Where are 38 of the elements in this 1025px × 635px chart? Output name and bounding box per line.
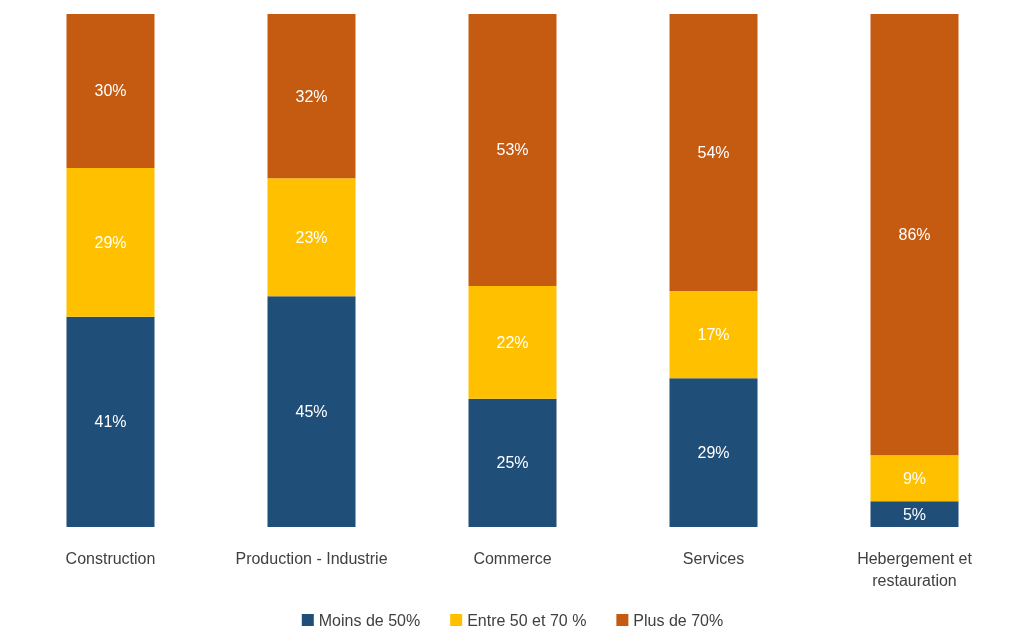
bar bbox=[669, 14, 758, 292]
x-tick-label: Construction bbox=[65, 549, 156, 567]
data-label: 25% bbox=[496, 454, 529, 472]
data-label: 53% bbox=[496, 141, 529, 159]
data-label: 32% bbox=[295, 87, 328, 105]
x-tick-label: Commerce bbox=[473, 549, 552, 567]
bar bbox=[66, 316, 155, 527]
bar bbox=[669, 378, 758, 527]
bar bbox=[870, 455, 959, 502]
data-label: 54% bbox=[697, 144, 730, 162]
data-label: 29% bbox=[94, 233, 127, 251]
data-label: 23% bbox=[295, 228, 328, 246]
bar bbox=[468, 14, 557, 286]
legend-label: Entre 50 et 70 % bbox=[467, 611, 587, 629]
bar bbox=[267, 14, 356, 179]
legend-label: Plus de 70% bbox=[633, 611, 724, 629]
legend-label: Moins de 50% bbox=[318, 611, 421, 629]
data-label: 45% bbox=[295, 403, 328, 421]
data-label: 22% bbox=[496, 333, 529, 351]
bar bbox=[669, 291, 758, 379]
x-tick-label: Hebergement et restauration bbox=[857, 549, 973, 589]
bar bbox=[66, 167, 155, 317]
bar bbox=[66, 14, 155, 168]
data-label: 9% bbox=[902, 469, 927, 487]
data-label: 17% bbox=[697, 326, 730, 344]
bar bbox=[267, 178, 356, 297]
bar bbox=[468, 285, 557, 399]
data-label: 5% bbox=[902, 505, 927, 523]
bar bbox=[267, 296, 356, 527]
bar bbox=[870, 14, 959, 456]
bar bbox=[468, 398, 557, 527]
data-label: 30% bbox=[94, 82, 127, 100]
data-label: 86% bbox=[898, 226, 931, 244]
data-label: 29% bbox=[697, 444, 730, 462]
x-tick-label: Services bbox=[682, 549, 745, 567]
data-label: 41% bbox=[94, 413, 127, 431]
x-tick-label: Production - Industrie bbox=[235, 549, 388, 567]
bar bbox=[870, 501, 959, 527]
